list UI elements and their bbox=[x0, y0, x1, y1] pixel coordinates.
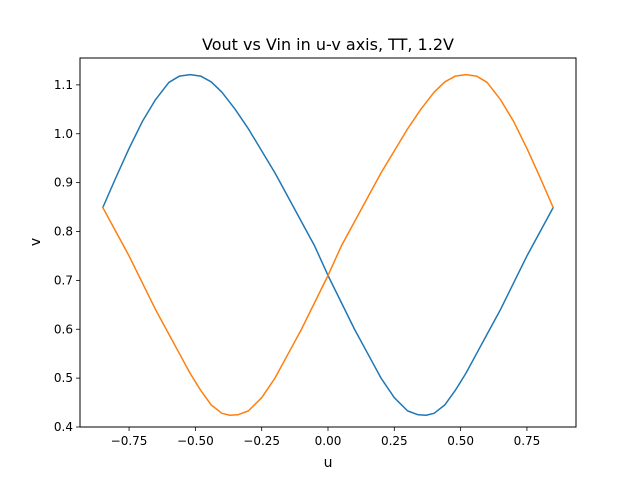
series-line-2 bbox=[101, 73, 555, 417]
y-axis-label: v bbox=[28, 238, 44, 246]
chart-title: Vout vs Vin in u-v axis, TT, 1.2V bbox=[202, 35, 454, 54]
y-tick-label: 1.0 bbox=[54, 127, 73, 141]
x-tick-label: −0.75 bbox=[111, 434, 148, 448]
x-tick-label: −0.50 bbox=[177, 434, 214, 448]
y-tick-label: 0.9 bbox=[54, 176, 73, 190]
series-line-1 bbox=[101, 73, 555, 417]
y-axis: 0.4 0.5 0.6 0.7 0.8 0.9 1.0 1.1 bbox=[54, 78, 80, 434]
x-tick-label: 0.00 bbox=[315, 434, 342, 448]
x-axis-label: u bbox=[324, 455, 333, 471]
x-tick-label: 0.50 bbox=[447, 434, 474, 448]
x-tick-label: 0.75 bbox=[514, 434, 541, 448]
x-tick-label: 0.25 bbox=[381, 434, 408, 448]
y-tick-label: 0.6 bbox=[54, 322, 73, 336]
x-tick-label: −0.25 bbox=[243, 434, 280, 448]
y-tick-label: 0.5 bbox=[54, 371, 73, 385]
series-layer bbox=[101, 73, 555, 417]
x-axis: −0.75 −0.50 −0.25 0.00 0.25 0.50 0.75 bbox=[111, 427, 541, 448]
y-tick-label: 0.7 bbox=[54, 273, 73, 287]
y-tick-label: 0.4 bbox=[54, 420, 73, 434]
y-tick-label: 0.8 bbox=[54, 225, 73, 239]
y-tick-label: 1.1 bbox=[54, 78, 73, 92]
